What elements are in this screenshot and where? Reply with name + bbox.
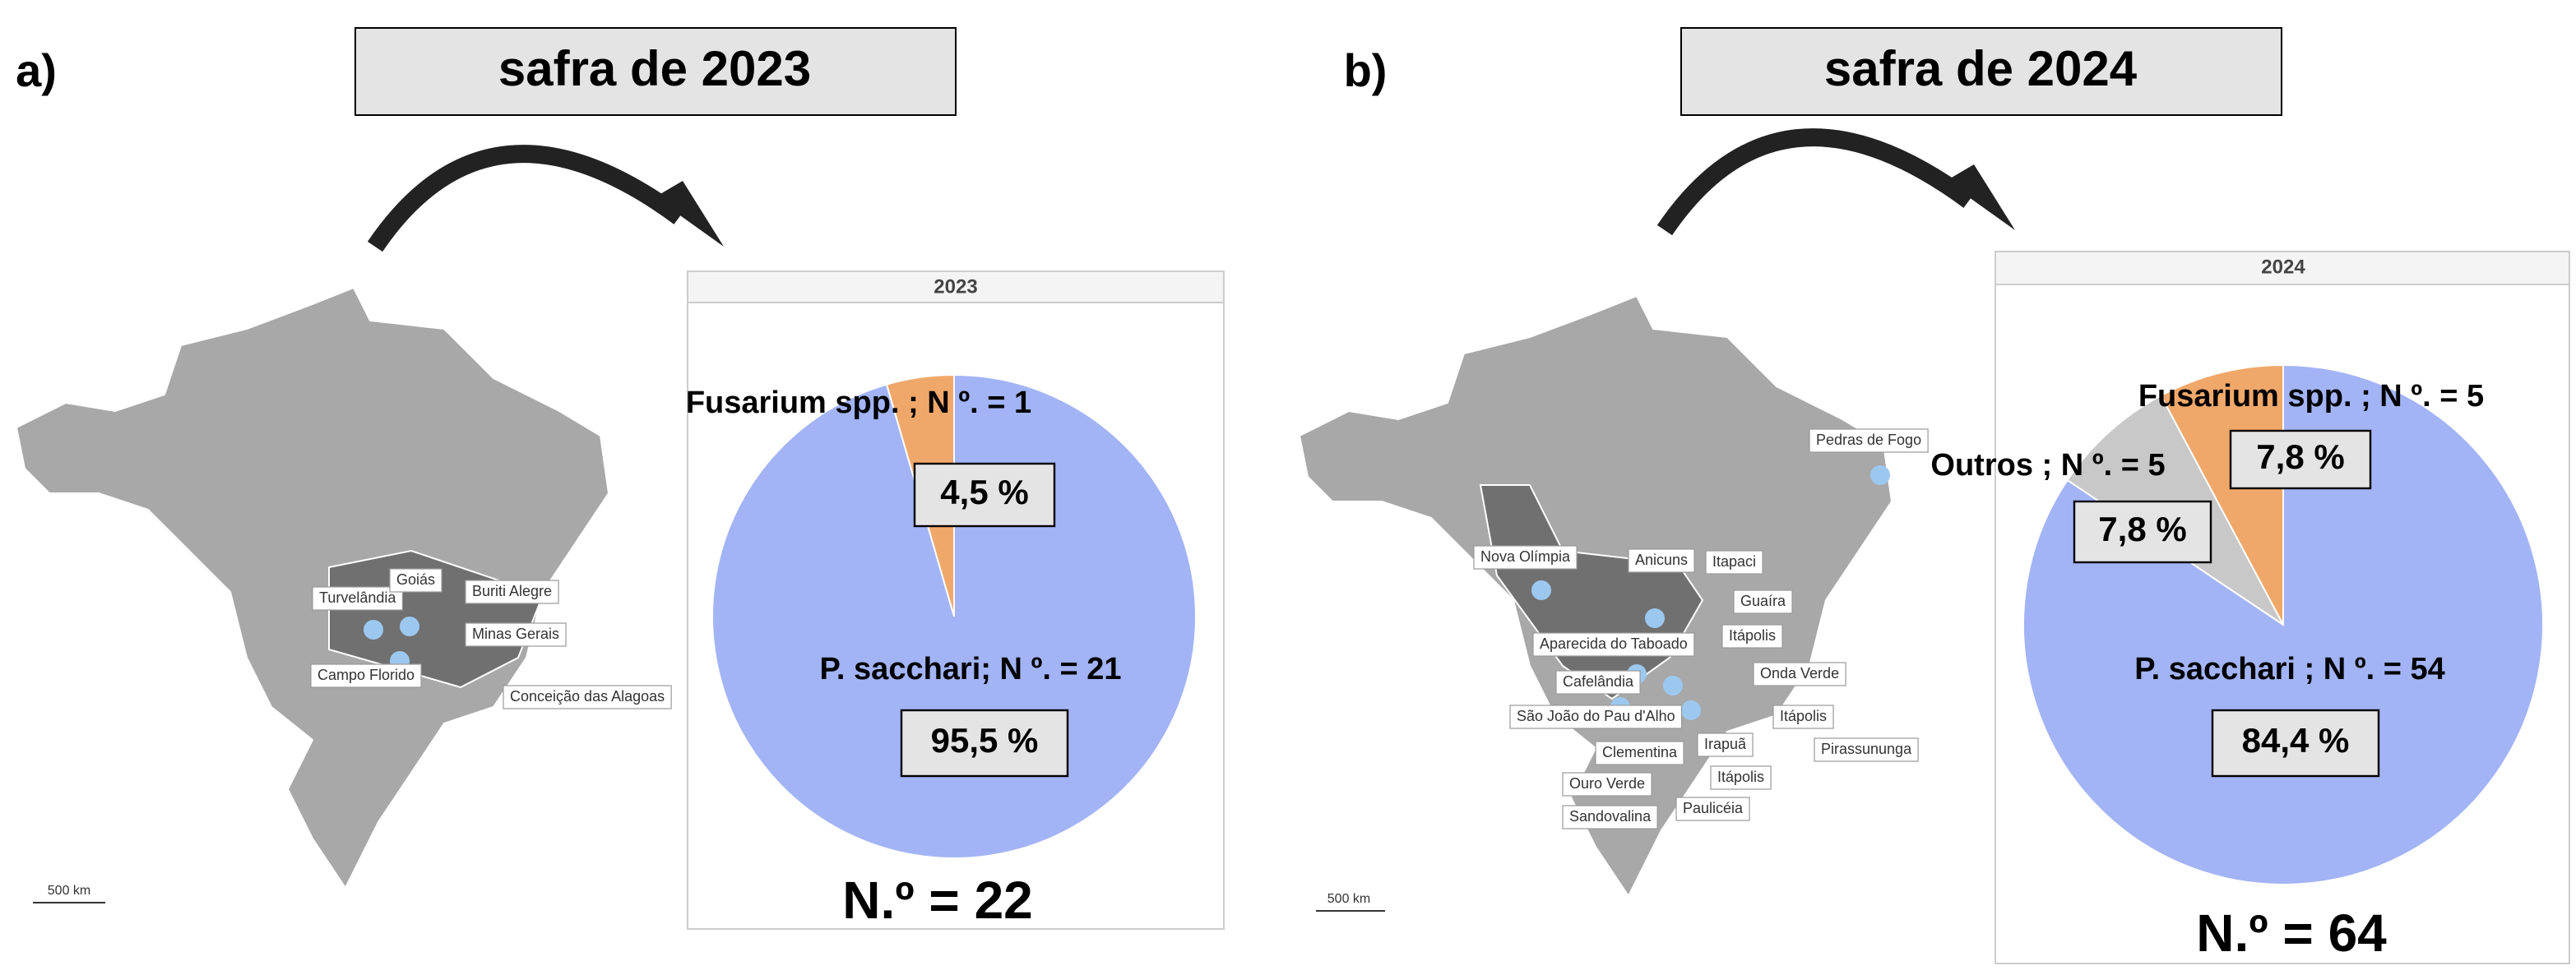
value-label-box bbox=[2073, 500, 2212, 564]
map-label: Pedras de Fogo bbox=[1816, 432, 1921, 448]
map-label: Itápolis bbox=[1717, 769, 1764, 785]
map-label: Itapaci bbox=[1712, 553, 1756, 570]
map-label: São João do Pau d'Alho bbox=[1517, 708, 1675, 724]
map-label-box bbox=[1697, 732, 1754, 757]
map-label: Itápolis bbox=[1729, 627, 1776, 644]
total-label: N.º = 22 bbox=[842, 871, 1033, 930]
header-box bbox=[354, 27, 957, 116]
map-label-box bbox=[1473, 545, 1578, 570]
map-label-box bbox=[1532, 632, 1695, 657]
map-label-box bbox=[1705, 550, 1763, 575]
scale-label: 500 km bbox=[48, 884, 90, 898]
map-label-box bbox=[1628, 548, 1695, 573]
value-label-box bbox=[913, 462, 1056, 528]
map-label-box bbox=[1733, 589, 1793, 614]
panel-header: safra de 2023 bbox=[498, 41, 811, 96]
value-label-box bbox=[2229, 429, 2372, 490]
slice-category: Fusarium spp. ; N º. = 1 bbox=[686, 386, 1031, 420]
map-label: Paulicéia bbox=[1683, 800, 1744, 816]
map-label: Anicuns bbox=[1635, 552, 1688, 568]
map-label: Sandovalina bbox=[1569, 808, 1652, 825]
map-label: Pirassununga bbox=[1821, 741, 1912, 757]
map-label-box bbox=[1562, 805, 1658, 829]
map-label-box bbox=[1595, 741, 1684, 765]
chart-title: 2023 bbox=[934, 275, 977, 298]
map-label: Aparecida do Taboado bbox=[1540, 635, 1688, 652]
map-label-box bbox=[1710, 765, 1772, 790]
slice-category: P. sacchari; N º. = 21 bbox=[819, 652, 1121, 686]
header-box bbox=[1680, 27, 2282, 116]
map-label: Nova Olímpia bbox=[1480, 548, 1571, 565]
value-label: 95,5 % bbox=[931, 721, 1039, 760]
map-label: Onda Verde bbox=[1760, 665, 1839, 682]
map-label-box bbox=[1555, 670, 1641, 695]
map-label-box bbox=[389, 568, 442, 593]
map-label-box bbox=[312, 586, 403, 611]
map-label: Buriti Alegre bbox=[472, 583, 552, 599]
value-label-box bbox=[2211, 709, 2380, 778]
map-label-box bbox=[1809, 428, 1929, 453]
map-label: Turvelândia bbox=[319, 589, 396, 606]
map-label: Clementina bbox=[1602, 744, 1678, 760]
slice-category: P. sacchari ; N º. = 54 bbox=[2134, 652, 2445, 686]
map-label: Irapuã bbox=[1704, 736, 1747, 752]
map-label-box bbox=[1675, 797, 1750, 821]
map-label: Guaíra bbox=[1740, 593, 1786, 609]
map-label-box bbox=[1562, 772, 1652, 797]
pie-slice bbox=[711, 373, 1197, 859]
map-label-box bbox=[503, 685, 672, 709]
map-label-box bbox=[310, 663, 422, 688]
pie-slice bbox=[2022, 363, 2544, 885]
value-label-box bbox=[900, 709, 1069, 778]
map-label: Minas Gerais bbox=[472, 626, 559, 642]
map-label-box bbox=[465, 622, 567, 647]
map-label-box bbox=[1772, 705, 1834, 729]
panel-letter: b) bbox=[1344, 44, 1388, 96]
value-label: 4,5 % bbox=[940, 473, 1028, 511]
map-label-box bbox=[1721, 624, 1783, 649]
map-label: Itápolis bbox=[1780, 708, 1827, 724]
value-label: 7,8 % bbox=[2256, 437, 2344, 476]
map-label-box bbox=[1753, 662, 1846, 686]
value-label: 84,4 % bbox=[2242, 721, 2350, 760]
slice-category: Outros ; N º. = 5 bbox=[1930, 448, 2165, 483]
map-label: Cafelândia bbox=[1563, 673, 1634, 690]
chart-title: 2024 bbox=[2261, 256, 2305, 278]
panel-letter: a) bbox=[16, 44, 57, 96]
slice-category: Fusarium spp. ; N º. = 5 bbox=[2138, 379, 2484, 414]
map-label-box bbox=[1509, 705, 1683, 729]
map-label: Campo Florido bbox=[317, 667, 415, 683]
map-label: Ouro Verde bbox=[1569, 775, 1645, 792]
map-label: Goiás bbox=[396, 571, 435, 588]
panel-header: safra de 2024 bbox=[1824, 41, 2138, 96]
map-label-box bbox=[1814, 737, 1919, 762]
map-label: Conceição das Alagoas bbox=[510, 688, 665, 705]
map-label-box bbox=[465, 580, 559, 604]
total-label: N.º = 64 bbox=[2196, 903, 2387, 963]
scale-label: 500 km bbox=[1327, 892, 1370, 906]
value-label: 7,8 % bbox=[2098, 510, 2186, 548]
